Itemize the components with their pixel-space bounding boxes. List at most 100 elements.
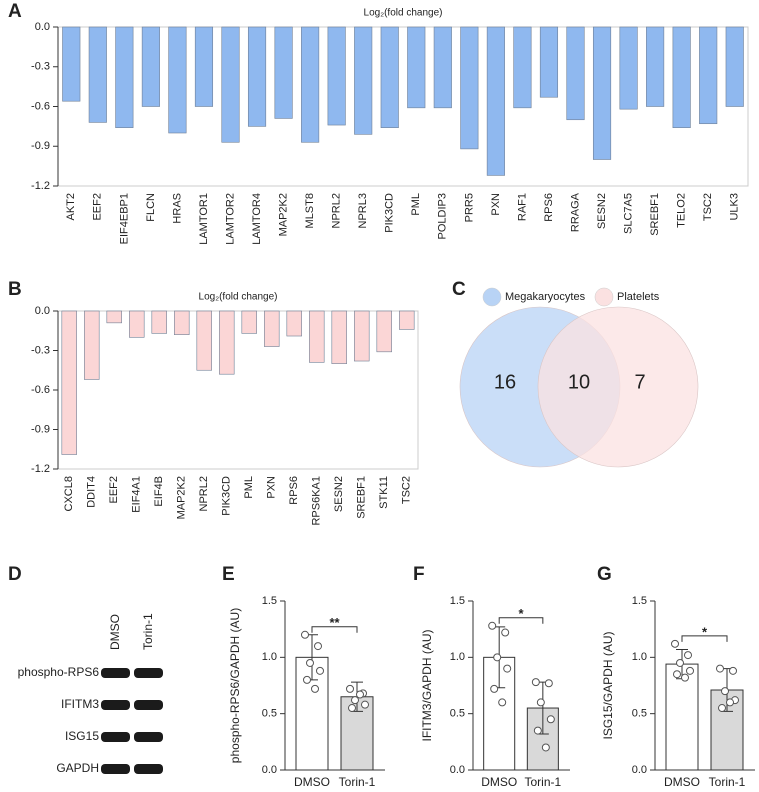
x-tick-label: SLC7A5 (622, 193, 634, 234)
x-tick-label: SESN2 (333, 476, 345, 512)
data-point (541, 743, 550, 752)
x-tick-label: Torin-1 (709, 775, 746, 789)
bar (129, 310, 145, 338)
data-point (361, 700, 369, 709)
blot-band (134, 668, 163, 678)
bar (672, 26, 691, 128)
x-tick-label: SREBF1 (356, 476, 368, 519)
y-tick-label: -0.3 (31, 61, 50, 73)
blot-band (101, 668, 130, 678)
bar (247, 26, 267, 127)
y-tick-label: 0.0 (632, 764, 647, 776)
y-tick-label: 1.0 (632, 651, 647, 663)
data-point (351, 696, 359, 705)
data-point (676, 658, 684, 667)
bar (407, 26, 426, 109)
bar (174, 310, 190, 336)
data-point (533, 726, 542, 735)
x-tick-label: LAMTOR2 (224, 193, 236, 245)
x-tick-label: RPS6 (288, 476, 300, 505)
x-tick-label: PML (243, 476, 255, 499)
x-tick-label: TSC2 (401, 476, 413, 504)
y-tick-label: 1.0 (262, 651, 277, 663)
data-point (546, 715, 555, 724)
legend-label: Megakaryocytes (505, 291, 586, 303)
bar (513, 26, 532, 109)
x-tick-label: DDIT4 (86, 476, 98, 508)
y-tick-label: 0.5 (262, 708, 277, 720)
x-tick-label: DMSO (294, 775, 330, 789)
bar (151, 310, 167, 334)
bar (354, 310, 370, 362)
data-point (503, 664, 512, 673)
x-tick-label: Torin-1 (524, 775, 561, 789)
bar (433, 26, 452, 109)
bar (274, 26, 293, 119)
x-tick-label: RPS6 (543, 193, 555, 222)
data-point (726, 698, 734, 707)
x-tick-label: HRAS (171, 193, 183, 224)
x-tick-label: LAMTOR1 (198, 193, 210, 245)
significance-label: * (518, 606, 524, 621)
bar (566, 26, 585, 121)
band-label: IFITM3 (61, 697, 99, 711)
significance-label: ** (329, 615, 340, 630)
x-tick-label: EEF2 (92, 193, 104, 221)
bar (619, 26, 638, 110)
lane-label: DMSO (108, 614, 122, 650)
x-tick-label: DMSO (481, 775, 517, 789)
x-tick-label: NPRL2 (198, 476, 210, 511)
y-tick-label: 1.5 (450, 595, 465, 607)
x-tick-label: TELO2 (676, 193, 688, 228)
x-tick-label: PXN (490, 193, 502, 216)
data-point (311, 684, 319, 693)
y-tick-label: 0.0 (450, 764, 465, 776)
bar (592, 26, 612, 160)
bar (286, 310, 302, 337)
significance-bracket (311, 626, 358, 633)
x-tick-label: EEF2 (108, 476, 120, 504)
panel-label: B (8, 279, 22, 300)
plot-frame (57, 26, 749, 187)
x-tick-label: TSC2 (702, 193, 714, 221)
bar (168, 26, 187, 134)
data-point (716, 664, 724, 673)
bar (725, 26, 744, 107)
panel-label: A (8, 1, 22, 22)
panel-label: C (452, 279, 466, 300)
data-point (718, 704, 726, 713)
x-tick-label: POLDIP3 (437, 193, 449, 239)
y-tick-label: 1.0 (450, 651, 465, 663)
bar (460, 26, 479, 150)
data-point (488, 621, 497, 630)
data-point (493, 653, 502, 662)
legend-label: Platelets (617, 291, 660, 303)
significance-bracket (681, 635, 728, 642)
band-label: ISG15 (65, 729, 99, 743)
data-point (306, 658, 314, 667)
data-point (490, 684, 499, 693)
data-point (303, 675, 311, 684)
bar (376, 310, 392, 353)
bar (646, 26, 665, 107)
data-point (314, 642, 322, 651)
legend-swatch (594, 287, 614, 307)
y-tick-label: -0.6 (31, 100, 50, 112)
bar (106, 310, 122, 324)
data-point (684, 651, 692, 660)
bar (141, 26, 160, 107)
y-tick-label: 0.5 (450, 708, 465, 720)
x-tick-label: Torin-1 (339, 775, 376, 789)
x-tick-label: EIF4A1 (131, 476, 143, 513)
significance-bracket (498, 617, 544, 624)
chart-title: Log₂(fold change) (364, 8, 443, 19)
x-tick-label: NPRL2 (331, 193, 343, 228)
blot-band (134, 764, 163, 774)
band-label: GAPDH (56, 761, 99, 775)
y-tick-label: 0.5 (632, 708, 647, 720)
band-label: phospho-RPS6 (18, 665, 100, 679)
y-tick-label: 0.0 (262, 764, 277, 776)
bar (327, 26, 346, 126)
venn-count: 10 (568, 371, 590, 393)
